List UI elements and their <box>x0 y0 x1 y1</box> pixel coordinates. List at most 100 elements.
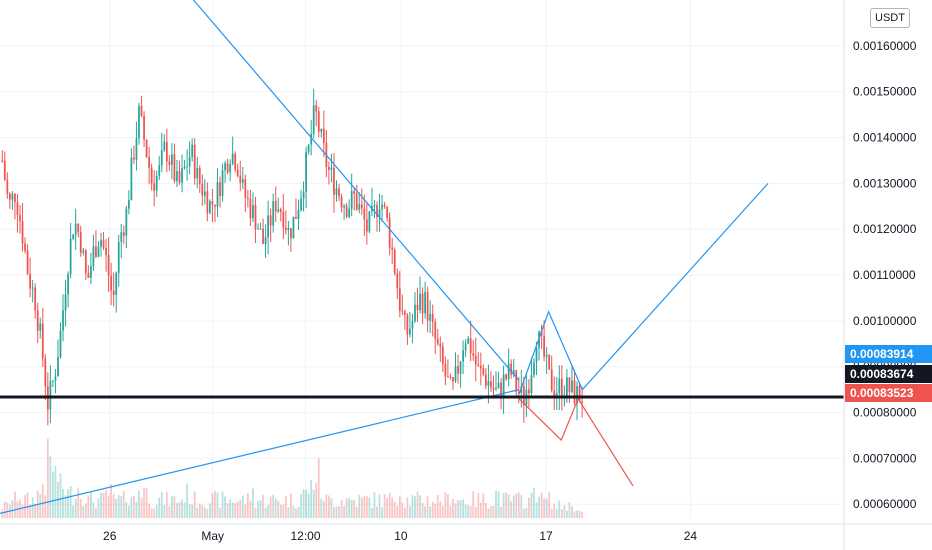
volume-bar <box>130 496 133 518</box>
volume-bar <box>538 496 540 518</box>
volume-bar <box>414 495 416 518</box>
candle-body <box>178 171 181 183</box>
volume-bars <box>1 438 583 518</box>
candle-body <box>264 237 267 244</box>
candle-body <box>229 163 232 173</box>
volume-bar <box>507 494 510 518</box>
candle-body <box>39 323 42 331</box>
volume-bar <box>203 507 206 518</box>
volume-bar <box>145 488 148 518</box>
volume-bar <box>183 502 186 518</box>
volume-bar <box>320 498 323 518</box>
volume-bar <box>333 506 335 518</box>
candle-body <box>54 376 57 381</box>
price-tag-label: 0.00083914 <box>850 347 914 361</box>
volume-bar <box>469 505 472 518</box>
volume-bar <box>239 499 242 518</box>
candle-body <box>409 328 411 335</box>
y-tick-label: 0.00160000 <box>853 39 917 53</box>
candle-body <box>110 275 113 291</box>
volume-bar <box>105 489 107 518</box>
volume-bar <box>52 471 54 518</box>
candle-body <box>381 204 383 210</box>
volume-bar <box>540 492 543 518</box>
price-tags: 0.00083914 0.00083674 0.00083523 <box>845 345 932 402</box>
candle-body <box>168 161 171 165</box>
candle-body <box>560 378 563 397</box>
candle-body <box>310 134 313 145</box>
candle-body <box>515 370 518 392</box>
volume-bar <box>127 505 130 518</box>
candle-body <box>576 385 578 403</box>
volume-bar <box>338 506 340 518</box>
volume-bar <box>158 497 161 518</box>
volume-bar <box>543 498 546 518</box>
y-tick-label: 0.00080000 <box>853 406 917 420</box>
volume-bar <box>401 502 404 518</box>
volume-bar <box>249 500 252 518</box>
volume-bar <box>67 489 69 518</box>
candle-body <box>112 290 115 295</box>
candle-body <box>502 374 505 397</box>
y-tick-label: 0.00150000 <box>853 85 917 99</box>
volume-bar <box>522 508 525 518</box>
candle-body <box>95 246 97 257</box>
candle-body <box>165 141 168 162</box>
volume-bar <box>297 506 300 518</box>
y-tick-label: 0.00060000 <box>853 497 917 511</box>
projection-path-up <box>518 182 769 395</box>
volume-bar <box>26 492 29 518</box>
volume-bar <box>500 506 502 518</box>
x-tick-label: May <box>201 529 224 543</box>
candle-body <box>221 170 224 197</box>
candle-body <box>393 249 396 274</box>
volume-bar <box>21 504 24 518</box>
candle-body <box>36 310 39 331</box>
candle-body <box>6 179 9 194</box>
volume-bar <box>472 491 475 518</box>
candle-body <box>295 216 297 219</box>
volume-bar <box>221 491 224 518</box>
volume-bar <box>393 501 396 518</box>
volume-bar <box>517 492 520 518</box>
candle-body <box>426 292 429 321</box>
candle-body <box>477 364 480 366</box>
projection-path-down <box>518 397 634 487</box>
volume-bar <box>371 507 373 518</box>
volume-bar <box>196 508 199 518</box>
volume-bar <box>140 498 143 518</box>
candle-body <box>474 355 477 365</box>
candle-body <box>459 361 462 374</box>
volume-bar <box>424 506 426 518</box>
volume-bar <box>441 505 444 518</box>
candle-body <box>434 321 437 339</box>
candle-body <box>252 205 254 219</box>
volume-bar <box>350 499 353 518</box>
volume-bar <box>535 502 538 518</box>
currency-badge[interactable]: USDT <box>870 8 910 28</box>
volume-bar <box>163 505 166 518</box>
drawings <box>0 0 844 514</box>
volume-bar <box>226 503 229 518</box>
candle-body <box>497 382 500 389</box>
volume-bar <box>69 486 72 518</box>
candle-body <box>424 292 426 314</box>
candle-body <box>122 232 125 236</box>
volume-bar <box>284 495 287 518</box>
volume-bar <box>224 496 226 518</box>
candle-body <box>512 370 515 375</box>
volume-bar <box>236 501 239 518</box>
volume-bar <box>143 487 145 518</box>
candle-body <box>173 154 176 181</box>
candle-body <box>16 202 19 216</box>
candle-body <box>558 378 561 394</box>
candle-body <box>143 115 145 140</box>
volume-bar <box>381 507 383 518</box>
candle-body <box>338 188 340 197</box>
candle-body <box>568 377 571 393</box>
volume-bar <box>581 511 583 518</box>
candle-body <box>322 128 325 143</box>
candle-body <box>257 228 259 230</box>
